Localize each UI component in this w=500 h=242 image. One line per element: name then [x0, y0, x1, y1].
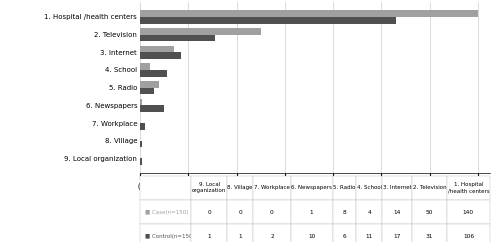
Bar: [140, 105, 164, 112]
Bar: [140, 10, 478, 17]
Bar: [140, 70, 166, 77]
Bar: [140, 99, 142, 105]
Bar: [140, 35, 215, 41]
Bar: [140, 63, 149, 70]
Bar: [140, 28, 260, 35]
Bar: [140, 17, 396, 24]
Bar: [140, 52, 181, 59]
Bar: [140, 159, 142, 165]
Bar: [140, 88, 154, 94]
Bar: [140, 81, 160, 88]
Bar: [140, 141, 142, 147]
Bar: [140, 45, 174, 52]
Bar: [140, 123, 145, 130]
